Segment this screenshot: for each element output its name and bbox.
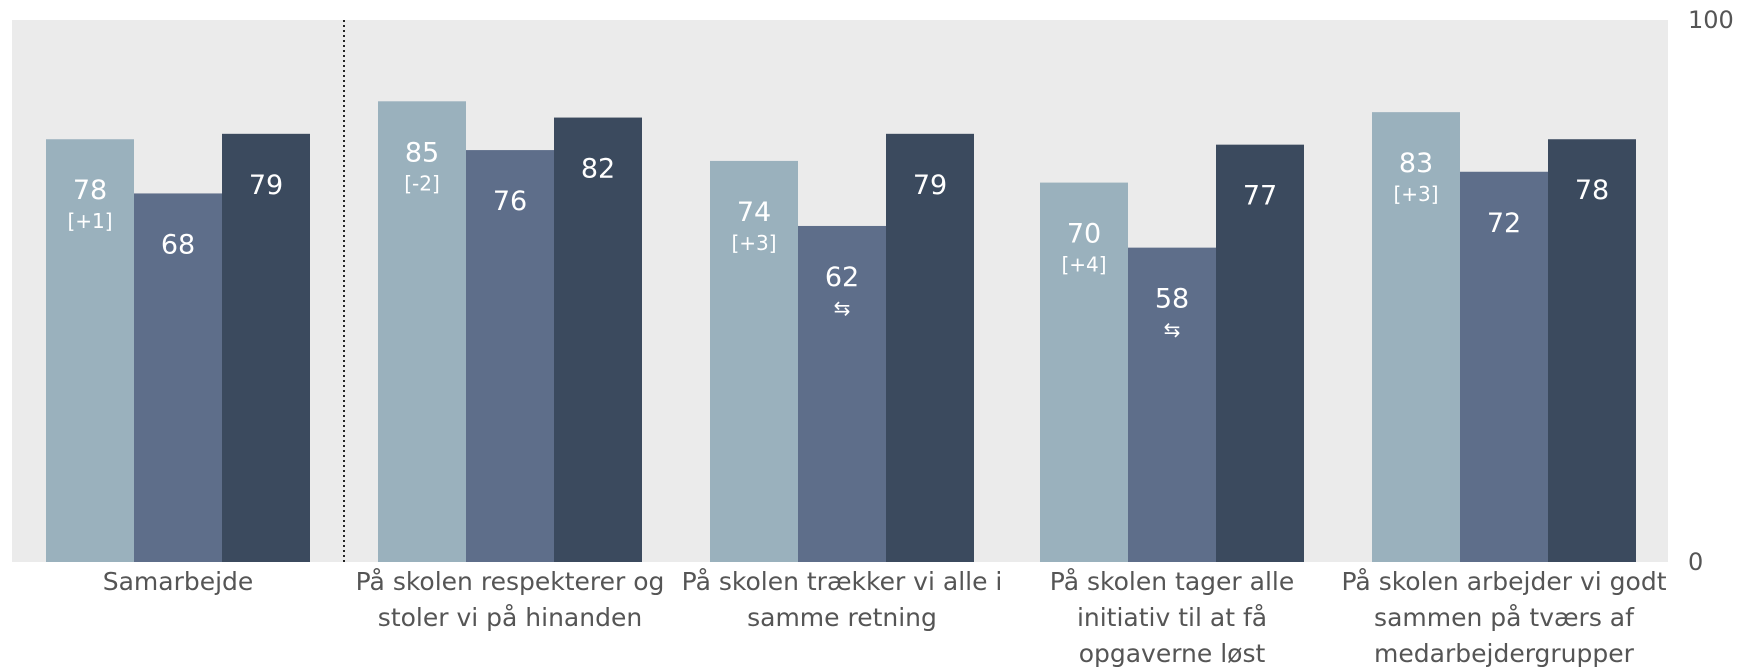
change-annotation: ⇆ bbox=[1164, 318, 1181, 342]
category-label: Samarbejde bbox=[103, 567, 254, 596]
change-annotation: [+3] bbox=[731, 231, 776, 255]
data-label: 83 bbox=[1399, 148, 1433, 179]
bar bbox=[798, 225, 886, 562]
category-label: På skolen tager alle initiativ til at få o… bbox=[1050, 567, 1294, 668]
bar bbox=[1040, 182, 1128, 562]
data-label: 79 bbox=[913, 170, 947, 201]
data-label: 82 bbox=[581, 154, 615, 185]
category-label-line: På skolen respekterer og bbox=[356, 567, 665, 596]
bar bbox=[1216, 144, 1304, 562]
category-label-line: På skolen tager alle bbox=[1050, 567, 1294, 596]
y-tick-min: 0 bbox=[1688, 548, 1703, 576]
bar bbox=[1548, 139, 1636, 563]
data-label: 68 bbox=[161, 229, 195, 260]
bar bbox=[1460, 171, 1548, 562]
change-annotation: [+1] bbox=[67, 209, 112, 233]
data-label: 76 bbox=[493, 186, 527, 217]
bar bbox=[134, 193, 222, 562]
data-label: 70 bbox=[1067, 219, 1101, 250]
value-labels: 78 [+1] 68 79 85 [-2] 76 82 74 [+3] 62 ⇆ 79 70 [+4] 58 ⇆… bbox=[67, 137, 1609, 341]
category-label-line: sammen på tværs af bbox=[1374, 603, 1635, 632]
data-label: 72 bbox=[1487, 208, 1521, 239]
category-label-line: På skolen trækker vi alle i bbox=[682, 567, 1003, 596]
bar bbox=[886, 133, 974, 562]
data-label: 78 bbox=[73, 175, 107, 206]
category-label: På skolen arbejder vi godt sammen på tvær… bbox=[1341, 567, 1666, 668]
category-label-line: På skolen arbejder vi godt bbox=[1341, 567, 1666, 596]
bars bbox=[46, 101, 1636, 563]
category-label: På skolen respekterer og stoler vi på hin… bbox=[356, 567, 665, 632]
bar bbox=[554, 117, 642, 562]
data-label: 77 bbox=[1243, 181, 1277, 212]
data-label: 62 bbox=[825, 262, 859, 293]
category-label: På skolen trækker vi alle i samme retning bbox=[682, 567, 1003, 632]
category-label-line: opgaverne løst bbox=[1079, 639, 1266, 668]
bar bbox=[46, 139, 134, 563]
data-label: 79 bbox=[249, 170, 283, 201]
bar bbox=[222, 133, 310, 562]
bar bbox=[466, 150, 554, 562]
bar bbox=[378, 101, 466, 563]
category-label-line: samme retning bbox=[747, 603, 937, 632]
data-label: 58 bbox=[1155, 284, 1189, 315]
data-label: 78 bbox=[1575, 175, 1609, 206]
category-labels: Samarbejde På skolen respekterer og stoler… bbox=[103, 567, 1667, 668]
change-annotation: ⇆ bbox=[834, 296, 851, 320]
category-label-line: initiativ til at få bbox=[1077, 603, 1267, 632]
category-label-line: stoler vi på hinanden bbox=[378, 603, 642, 632]
category-label-line: medarbejdergrupper bbox=[1374, 639, 1635, 668]
bar bbox=[710, 160, 798, 563]
category-label-line: Samarbejde bbox=[103, 567, 254, 596]
change-annotation: [-2] bbox=[404, 171, 440, 195]
data-label: 85 bbox=[405, 137, 439, 168]
data-label: 74 bbox=[737, 197, 771, 228]
change-annotation: [+3] bbox=[1393, 182, 1438, 206]
y-tick-max: 100 bbox=[1688, 6, 1734, 34]
bar bbox=[1372, 112, 1460, 562]
change-annotation: [+4] bbox=[1061, 253, 1106, 277]
bar bbox=[1128, 247, 1216, 562]
